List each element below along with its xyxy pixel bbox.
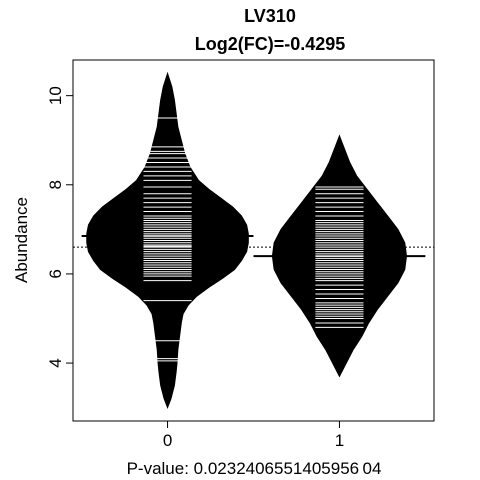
chart-title: LV310 — [244, 6, 296, 26]
y-tick-label-6: 6 — [46, 269, 65, 278]
chart-subtitle: Log2(FC)=-0.4295 — [195, 34, 346, 54]
x-tick-label-1: 1 — [335, 431, 344, 450]
y-axis-label: Abundance — [12, 197, 31, 283]
x-axis-label: P-value: 0.0232406551405956 04 — [127, 459, 382, 478]
plot-frame — [72, 59, 435, 422]
axes: 4 6 8 10 0 1 — [46, 86, 344, 450]
y-tick-label-4: 4 — [46, 358, 65, 367]
x-tick-label-0: 0 — [163, 431, 172, 450]
plot-area — [73, 71, 434, 410]
y-tick-label-10: 10 — [46, 86, 65, 105]
y-tick-label-8: 8 — [46, 180, 65, 189]
